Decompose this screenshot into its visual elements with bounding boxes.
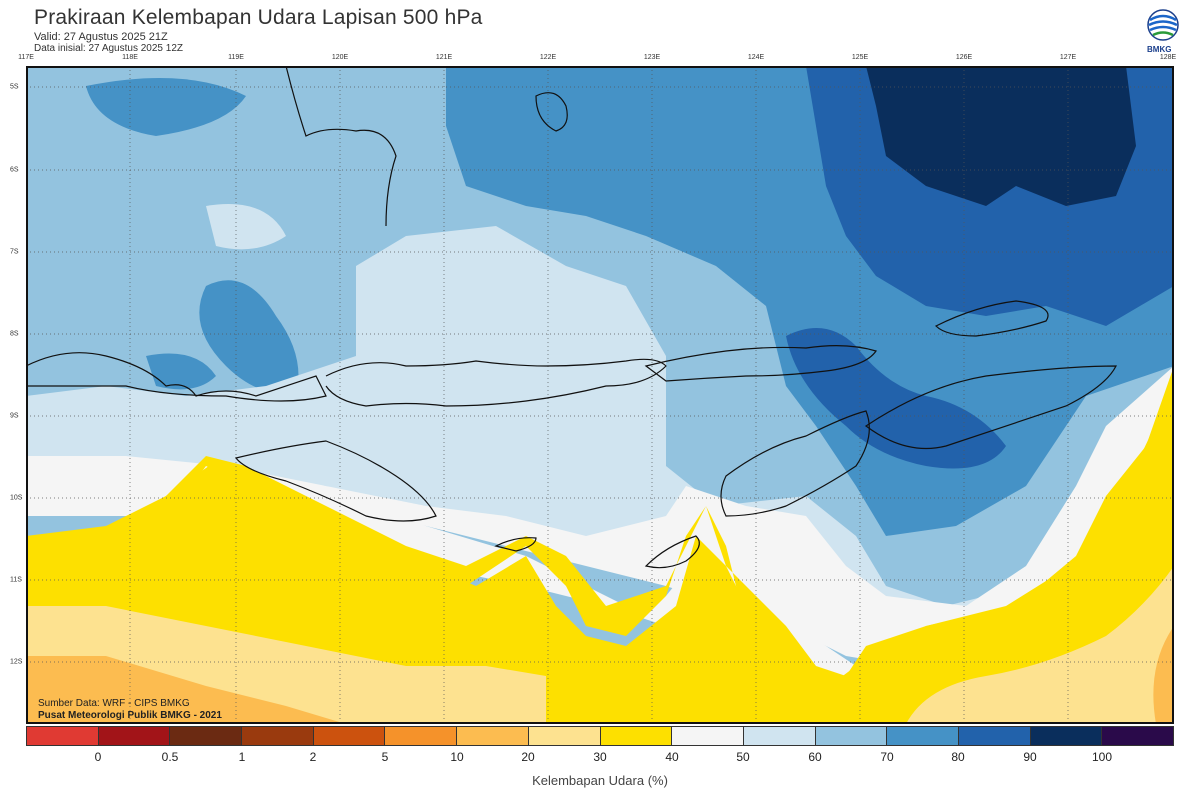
bmkg-logo-icon <box>1147 9 1179 41</box>
lat-label: 5S <box>10 83 19 91</box>
lon-label: 122E <box>539 54 557 61</box>
humidity-zone-10 <box>26 656 346 724</box>
lon-label: 125E <box>851 54 869 61</box>
colorbar-swatch <box>815 727 888 745</box>
island-lombok-bali <box>26 352 327 402</box>
colorbar-tick: 60 <box>808 750 822 764</box>
humidity-zone-90 <box>786 328 1006 469</box>
island-buton <box>535 92 568 132</box>
colorbar-swatch <box>600 727 673 745</box>
colorbar-tick: 5 <box>381 750 389 764</box>
lat-label: 9S <box>10 412 19 420</box>
colorbar-swatch <box>385 727 458 745</box>
source-line: Pusat Meteorologi Publik BMKG - 2021 <box>38 710 222 721</box>
colorbar-tick: 30 <box>593 750 607 764</box>
logo-label: BMKG <box>1147 45 1172 54</box>
colorbar-tick: 90 <box>1023 750 1037 764</box>
initial-time: Data inisial: 27 Agustus 2025 12Z <box>34 43 183 54</box>
coastlines <box>26 66 1117 569</box>
colorbar-swatch <box>242 727 314 745</box>
colorbar-swatch <box>672 727 744 745</box>
humidity-zone-60 <box>26 226 1174 646</box>
colorbar-tick: 2 <box>309 750 317 764</box>
lat-label: 6S <box>10 166 19 174</box>
lon-label: 127E <box>1059 54 1077 61</box>
lon-label: 124E <box>747 54 765 61</box>
colorbar-tick: 50 <box>736 750 750 764</box>
humidity-map[interactable] <box>26 66 1174 724</box>
colorbar-tick: 1 <box>238 750 246 764</box>
colorbar-tick: 0 <box>94 750 102 764</box>
lon-label: 128E <box>1159 54 1177 61</box>
colorbar-tick: 70 <box>880 750 894 764</box>
colorbar-tick: 100 <box>1091 750 1113 764</box>
humidity-zone-30 <box>26 386 1174 724</box>
colorbar-swatch <box>887 727 959 745</box>
lon-label: 120E <box>331 54 349 61</box>
island-sumbawa <box>325 358 667 407</box>
colorbar-swatch <box>528 727 601 745</box>
humidity-zone-20 <box>906 566 1174 724</box>
island-wetar <box>934 300 1049 337</box>
colorbar-swatch <box>27 727 99 745</box>
colorbar-swatch <box>958 727 1031 745</box>
humidity-zone-80 <box>199 280 299 396</box>
lat-label: 11S <box>10 576 22 584</box>
island-flores <box>644 345 877 382</box>
lon-label: 126E <box>955 54 973 61</box>
source-line: Sumber Data: WRF - CIPS BMKG <box>38 698 190 709</box>
colorbar-tick: 0.5 <box>161 750 179 764</box>
lat-label: 12S <box>10 658 23 666</box>
lon-label: 118E <box>122 54 138 61</box>
lon-label: 119E <box>228 54 244 61</box>
colorbar-tick: 10 <box>450 750 464 764</box>
lon-label: 121E <box>435 54 453 61</box>
colorbar-swatch <box>457 727 529 745</box>
lat-label: 7S <box>10 248 19 256</box>
colorbar-tick: 80 <box>951 750 965 764</box>
lat-label: 10S <box>10 494 23 502</box>
humidity-zone-60 <box>206 204 286 250</box>
island-rote <box>644 535 700 569</box>
colorbar-swatch <box>313 727 386 745</box>
lat-lon-grid <box>26 66 1174 724</box>
island-sawu <box>494 537 537 552</box>
lon-label: 123E <box>643 54 661 61</box>
colorbar-label: Kelembapan Udara (%) <box>532 773 668 788</box>
humidity-zone-95 <box>866 66 1136 206</box>
humidity-zone-80 <box>146 353 216 390</box>
island-sulawesi-south <box>285 66 397 227</box>
island-tanimbar-outline <box>864 365 1117 450</box>
lon-label: 117E <box>18 54 34 61</box>
colorbar-swatch <box>170 727 243 745</box>
lat-label: 8S <box>10 330 19 338</box>
colorbar-swatch <box>1102 727 1173 745</box>
map-title: Prakiraan Kelembapan Udara Lapisan 500 h… <box>34 6 483 29</box>
colorbar-swatch <box>743 727 816 745</box>
valid-time: Valid: 27 Agustus 2025 21Z <box>34 31 168 43</box>
colorbar-tick: 40 <box>665 750 679 764</box>
colorbar-tick: 20 <box>521 750 535 764</box>
colorbar <box>26 726 1174 746</box>
colorbar-swatch <box>98 727 171 745</box>
island-timor <box>720 410 870 517</box>
colorbar-swatch <box>1030 727 1103 745</box>
humidity-zone-10 <box>1153 626 1174 724</box>
island-sumba <box>234 440 437 522</box>
humidity-zone-80 <box>86 78 246 136</box>
source-credit: Sumber Data: WRF - CIPS BMKG Pusat Meteo… <box>38 698 222 722</box>
